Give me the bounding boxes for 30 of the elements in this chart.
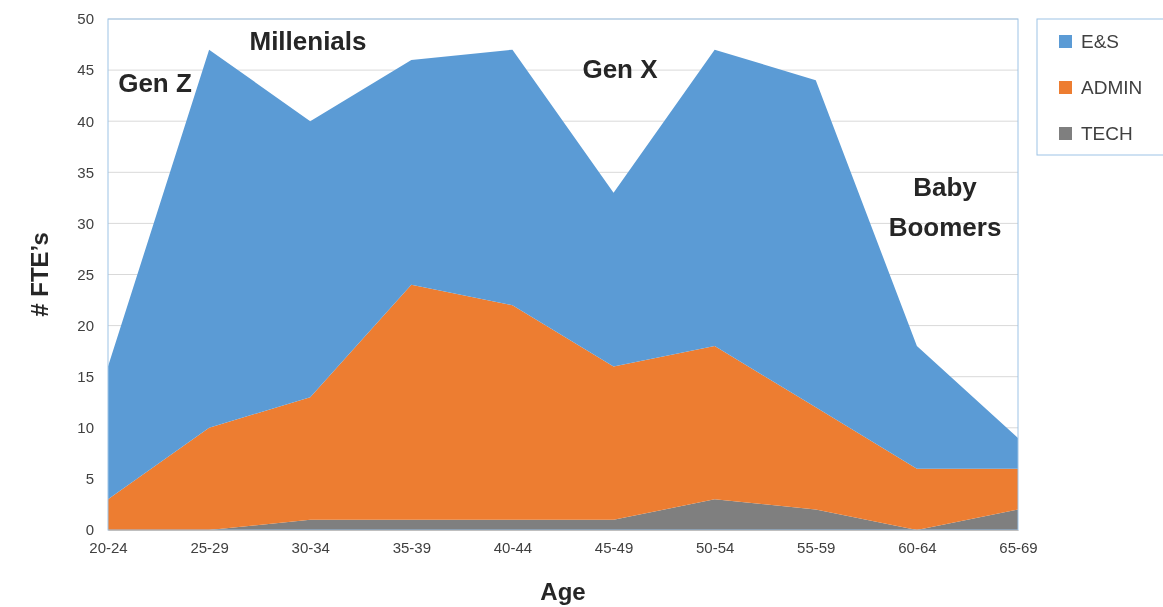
annotation: Millenials xyxy=(249,26,367,56)
x-tick-label: 65-69 xyxy=(999,538,1038,556)
y-tick-label: 50 xyxy=(77,10,94,28)
legend-label: TECH xyxy=(1081,123,1133,144)
x-tick-label: 30-34 xyxy=(291,538,330,556)
x-tick-label: 45-49 xyxy=(594,538,634,556)
y-axis-title: # FTE’s xyxy=(26,232,53,317)
x-tick-label: 40-44 xyxy=(493,538,533,556)
legend-label: E&S xyxy=(1081,31,1120,52)
y-tick-label: 5 xyxy=(85,470,94,488)
annotation: Gen X xyxy=(582,54,659,84)
y-tick-label: 35 xyxy=(77,163,94,181)
annotation: Gen Z xyxy=(118,68,192,98)
y-tick-label: 25 xyxy=(77,265,94,283)
y-tick-label: 20 xyxy=(77,316,94,334)
x-axis-title: Age xyxy=(540,578,586,605)
y-tick-label: 45 xyxy=(77,61,94,79)
x-tick-label: 55-59 xyxy=(797,538,836,556)
y-tick-label: 30 xyxy=(77,214,94,232)
legend-label: ADMIN xyxy=(1081,77,1143,98)
y-tick-label: 10 xyxy=(77,419,94,437)
x-tick-label: 60-64 xyxy=(898,538,937,556)
y-tick-label: 0 xyxy=(85,521,94,539)
x-tick-label: 20-24 xyxy=(89,538,128,556)
annotation: Baby Boomers xyxy=(888,172,1002,242)
x-tick-label: 25-29 xyxy=(190,538,229,556)
y-tick-label: 15 xyxy=(77,368,94,385)
y-tick-label: 40 xyxy=(77,112,94,130)
x-tick-label: 35-39 xyxy=(392,538,432,556)
x-tick-label: 50-54 xyxy=(695,538,735,556)
